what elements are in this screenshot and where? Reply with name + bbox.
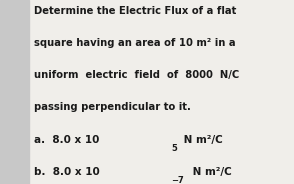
Text: a.  8.0 x 10: a. 8.0 x 10 (34, 135, 99, 145)
Text: N m²/C: N m²/C (180, 135, 223, 145)
Text: uniform  electric  field  of  8000  N/C: uniform electric field of 8000 N/C (34, 70, 239, 80)
Text: 5: 5 (171, 144, 177, 153)
Text: square having an area of 10 m² in a: square having an area of 10 m² in a (34, 38, 235, 48)
Bar (0, 0, 29, 184)
Text: passing perpendicular to it.: passing perpendicular to it. (34, 102, 191, 112)
Text: −7: −7 (171, 176, 184, 184)
Text: b.  8.0 x 10: b. 8.0 x 10 (34, 167, 100, 177)
Text: N m²/C: N m²/C (189, 167, 232, 177)
Text: Determine the Electric Flux of a flat: Determine the Electric Flux of a flat (34, 6, 236, 15)
